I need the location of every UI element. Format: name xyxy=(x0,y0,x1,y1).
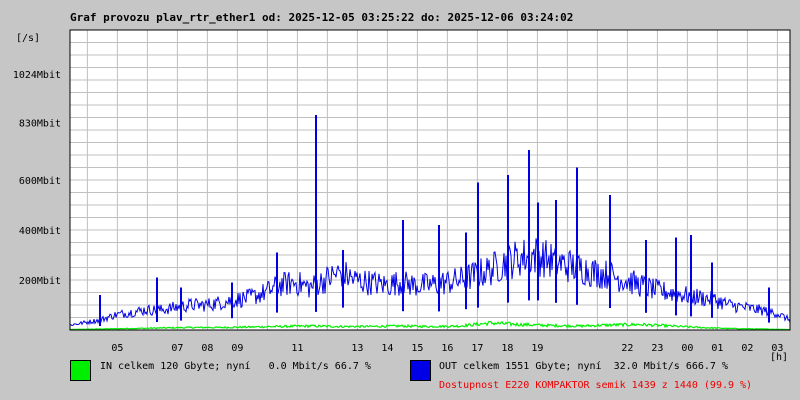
chart-title: Graf provozu plav_rtr_ether1 od: 2025-12… xyxy=(70,11,574,24)
x-tick-label: 00 xyxy=(681,343,693,354)
plot-border xyxy=(69,29,791,331)
x-tick-label: 16 xyxy=(441,343,453,354)
y-tick-label: 830Mbit xyxy=(19,119,61,130)
x-tick-label: 02 xyxy=(741,343,753,354)
x-tick-label: 09 xyxy=(231,343,243,354)
x-tick-label: 18 xyxy=(501,343,513,354)
in-series-line xyxy=(70,320,791,331)
x-unit-label: [h] xyxy=(770,352,788,363)
x-tick-label: 03 xyxy=(771,343,783,354)
in-legend-swatch xyxy=(70,360,91,381)
x-tick-label: 11 xyxy=(291,343,303,354)
y-tick-label: 1024Mbit xyxy=(13,70,61,81)
x-tick-label: 07 xyxy=(171,343,183,354)
y-unit-label: [/s] xyxy=(16,33,40,44)
in-legend-text: IN celkem 120 Gbyte; nyní 0.0 Mbit/s 66.… xyxy=(100,361,371,372)
x-tick-label: 13 xyxy=(351,343,363,354)
x-tick-label: 01 xyxy=(711,343,723,354)
x-tick-label: 14 xyxy=(381,343,393,354)
availability-text: Dostupnost E220 KOMPAKTOR semik 1439 z 1… xyxy=(439,380,753,391)
out-legend-swatch xyxy=(410,360,431,381)
in-series-layer xyxy=(70,320,791,331)
out-series-line xyxy=(69,238,791,327)
x-tick-label: 22 xyxy=(621,343,633,354)
x-tick-label: 08 xyxy=(201,343,213,354)
x-tick-label: 19 xyxy=(531,343,543,354)
y-axis-ticks: 200Mbit 400Mbit 600Mbit 830Mbit 1024Mbit xyxy=(13,70,61,287)
out-series-layer xyxy=(69,115,791,327)
x-tick-label: 15 xyxy=(411,343,423,354)
x-axis-ticks: 05 07 08 09 11 13 14 15 16 17 18 19 22 23 00 01 02 03 xyxy=(111,343,783,354)
x-tick-label: 17 xyxy=(471,343,483,354)
x-tick-label: 23 xyxy=(651,343,663,354)
y-tick-label: 600Mbit xyxy=(19,176,61,187)
out-legend-text: OUT celkem 1551 Gbyte; nyní 32.0 Mbit/s … xyxy=(439,361,728,372)
y-tick-label: 400Mbit xyxy=(19,226,61,237)
y-tick-label: 200Mbit xyxy=(19,276,61,287)
x-tick-label: 05 xyxy=(111,343,123,354)
